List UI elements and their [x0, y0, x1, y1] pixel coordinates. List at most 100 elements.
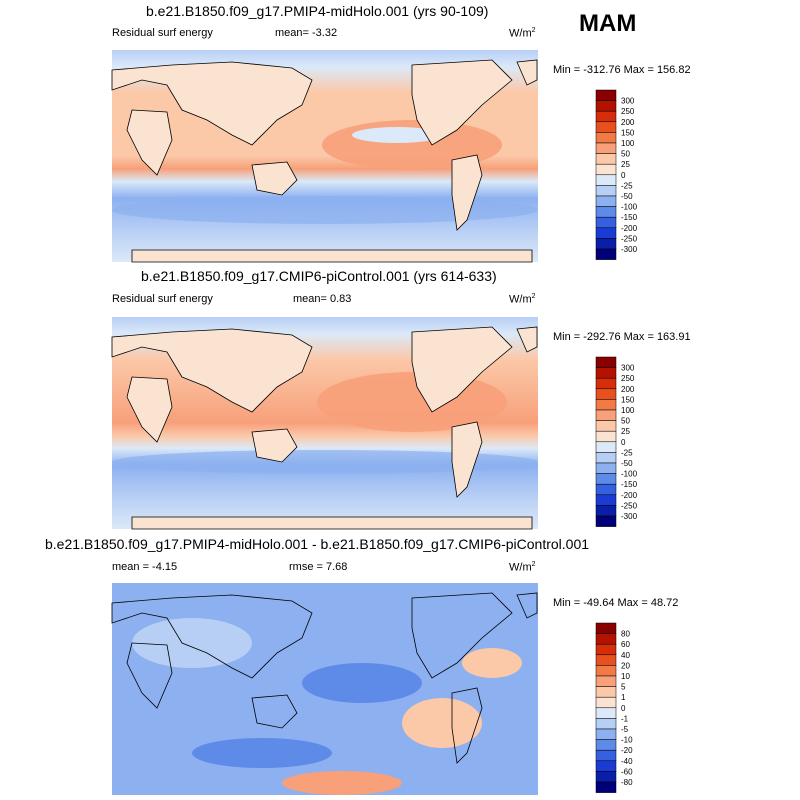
- colorbar-swatch: [595, 185, 617, 197]
- colorbar-tick-label: -200: [621, 224, 638, 233]
- colorbar-swatch: [595, 781, 617, 793]
- panel3-anomaly-c: [402, 698, 482, 748]
- panel2-units: W/m2: [509, 293, 536, 306]
- panel2-continents: [111, 326, 538, 530]
- colorbar-tick-label: -60: [621, 767, 633, 776]
- colorbar-tick-label: -25: [621, 181, 633, 190]
- colorbar-tick-label: 25: [621, 427, 630, 436]
- colorbar-tick-label: 0: [621, 171, 626, 180]
- colorbar-swatch: [595, 420, 617, 432]
- colorbar-swatch: [595, 216, 617, 229]
- colorbar-swatch: [595, 696, 617, 709]
- colorbar-swatch: [595, 163, 617, 176]
- colorbar-tick-label: 5: [621, 683, 626, 692]
- panel1-colorbar: 30025020015010050250-25-50-100-150-200-2…: [595, 89, 638, 260]
- colorbar-swatch: [595, 622, 617, 634]
- colorbar-swatch: [595, 248, 617, 260]
- panel1-title: b.e21.B1850.f09_g17.PMIP4-midHolo.001 (y…: [146, 3, 489, 19]
- colorbar-swatch: [595, 771, 617, 783]
- colorbar-swatch: [595, 749, 617, 762]
- season-label: MAM: [579, 10, 637, 37]
- colorbar-tick-label: -40: [621, 757, 633, 766]
- colorbar-tick-label: 150: [621, 128, 635, 137]
- panel3-map: [111, 583, 538, 795]
- colorbar-tick-label: 300: [621, 97, 635, 106]
- colorbar-swatch: [595, 452, 617, 464]
- panel3-minmax: Min = -49.64 Max = 48.72: [553, 597, 679, 609]
- colorbar-tick-label: -25: [621, 448, 633, 457]
- colorbar-tick-label: 20: [621, 661, 630, 670]
- colorbar-tick-label: -80: [621, 778, 633, 787]
- colorbar-tick-label: -150: [621, 480, 638, 489]
- colorbar-swatch: [595, 665, 617, 677]
- colorbar-tick-label: 100: [621, 139, 635, 148]
- colorbar-tick-label: 10: [621, 672, 630, 681]
- colorbar-swatch: [595, 760, 617, 772]
- colorbar-swatch: [595, 206, 617, 218]
- panel2-mean: mean= 0.83: [293, 293, 352, 305]
- colorbar-swatch: [595, 643, 617, 656]
- panel3-continents: [111, 592, 538, 764]
- panel3-anomaly-e: [192, 738, 332, 768]
- colorbar-swatch: [595, 89, 617, 101]
- colorbar-swatch: [595, 430, 617, 443]
- colorbar-tick-label: -100: [621, 203, 638, 212]
- colorbar-swatch: [595, 388, 617, 400]
- colorbar-tick-label: -250: [621, 501, 638, 510]
- panel2-left-label: Residual surf energy: [112, 293, 213, 305]
- colorbar-tick-label: -250: [621, 234, 638, 243]
- colorbar-tick-label: -50: [621, 192, 633, 201]
- panel1-minmax: Min = -312.76 Max = 156.82: [553, 64, 691, 76]
- colorbar-swatch: [595, 121, 617, 133]
- colorbar-swatch: [595, 110, 617, 123]
- colorbar-tick-label: -300: [621, 245, 638, 254]
- colorbar-swatch: [595, 367, 617, 379]
- colorbar-swatch: [595, 238, 617, 250]
- colorbar-swatch: [595, 142, 617, 154]
- panel3-anomaly-d: [282, 771, 402, 795]
- panel2-southern-band: [112, 450, 538, 474]
- colorbar-swatch: [595, 227, 617, 239]
- panel3-anomaly-a: [132, 618, 252, 668]
- panel3-rmse: rmse = 7.68: [289, 561, 348, 573]
- colorbar-swatch: [595, 494, 617, 506]
- colorbar-swatch: [595, 707, 617, 719]
- panel2-colorbar: 30025020015010050250-25-50-100-150-200-2…: [595, 356, 638, 527]
- colorbar-swatch: [595, 399, 617, 411]
- colorbar-swatch: [595, 132, 617, 144]
- panel1-map: [111, 50, 538, 263]
- colorbar-tick-label: 150: [621, 395, 635, 404]
- colorbar-swatch: [595, 505, 617, 517]
- colorbar-swatch: [595, 728, 617, 740]
- colorbar-swatch: [595, 356, 617, 368]
- colorbar-swatch: [595, 675, 617, 687]
- colorbar-tick-label: -150: [621, 213, 638, 222]
- panel1-southern-band: [112, 196, 538, 224]
- colorbar-swatch: [595, 100, 617, 112]
- colorbar-tick-label: 250: [621, 374, 635, 383]
- panel1-units: W/m2: [509, 27, 536, 40]
- colorbar-tick-label: 40: [621, 651, 630, 660]
- colorbar-swatch: [595, 515, 617, 527]
- colorbar-tick-label: -100: [621, 470, 638, 479]
- colorbar-swatch: [595, 483, 617, 496]
- colorbar-swatch: [595, 633, 617, 645]
- colorbar-tick-label: -50: [621, 459, 633, 468]
- colorbar-swatch: [595, 441, 617, 453]
- panel3-mean: mean = -4.15: [112, 561, 178, 573]
- colorbar-swatch: [595, 409, 617, 421]
- colorbar-swatch: [595, 654, 617, 666]
- colorbar-tick-label: -300: [621, 512, 638, 521]
- colorbar-tick-label: -20: [621, 746, 633, 755]
- colorbar-swatch: [595, 174, 617, 186]
- panel3-anomaly-f: [462, 648, 522, 678]
- colorbar-tick-label: -200: [621, 491, 638, 500]
- colorbar-swatch: [595, 473, 617, 485]
- panel1-pacific-cold: [352, 127, 442, 143]
- colorbar-swatch: [595, 686, 617, 698]
- colorbar-tick-label: 50: [621, 417, 630, 426]
- colorbar-swatch: [595, 739, 617, 751]
- panel3-title: b.e21.B1850.f09_g17.PMIP4-midHolo.001 - …: [45, 536, 590, 552]
- colorbar-tick-label: 0: [621, 438, 626, 447]
